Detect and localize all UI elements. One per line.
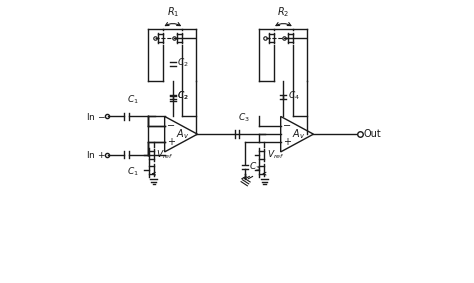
Text: $R_1$: $R_1$ [167,5,179,19]
Text: $A_v$: $A_v$ [176,127,189,141]
Text: +: + [167,137,174,147]
Text: −: − [166,121,175,131]
Text: +: + [283,137,291,147]
Text: $C_3$: $C_3$ [237,111,249,124]
Text: −: − [283,121,291,131]
Text: In $-$: In $-$ [86,111,106,122]
Text: $C_4$: $C_4$ [288,90,300,102]
Text: $C_2$: $C_2$ [177,90,189,102]
Text: $C_2$: $C_2$ [177,56,189,69]
Text: $C_1$: $C_1$ [127,94,138,106]
Text: $C_2$: $C_2$ [177,90,189,102]
Text: $V_{ref}$: $V_{ref}$ [156,149,174,161]
Text: $C_3$: $C_3$ [249,161,261,173]
Text: $A_v$: $A_v$ [292,127,305,141]
Text: In $+$: In $+$ [86,149,106,160]
Text: Out: Out [363,129,381,139]
Text: $C_1$: $C_1$ [127,165,138,177]
Text: $R_2$: $R_2$ [277,5,290,19]
Text: $V_{ref}$: $V_{ref}$ [267,149,285,161]
